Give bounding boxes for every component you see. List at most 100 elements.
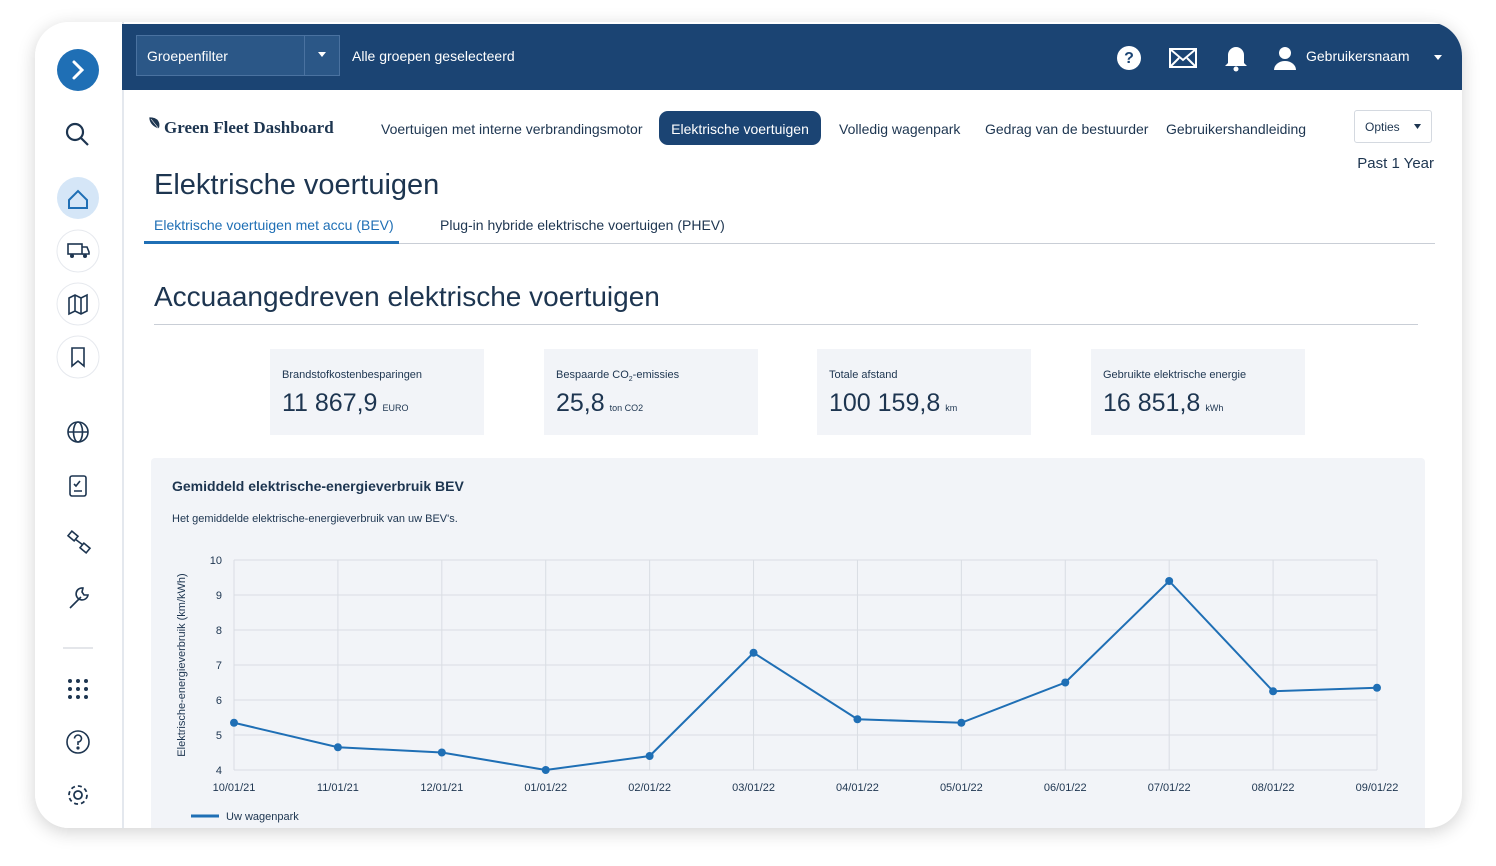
options-button[interactable]: Opties [1354,110,1432,143]
kpi-label-text: -emissies [632,369,680,381]
kpi-card: Brandstofkostenbesparingen 11 867,9 EURO [270,349,484,435]
kpi-unit: EURO [382,403,409,413]
series-line [233,579,1378,772]
dropdown-divider [304,36,305,75]
data-point [541,766,550,774]
section-title: Accuaangedreven elektrische voertuigen [154,281,660,312]
home-icon[interactable] [57,177,99,219]
settings-icon[interactable] [68,785,88,805]
data-point [437,748,446,757]
satellite-icon[interactable] [66,530,92,554]
search-icon[interactable] [65,122,89,146]
nav-item[interactable]: Volledig wagenpark [839,121,961,137]
nav-item[interactable]: Gedrag van de bestuurder [985,121,1149,137]
y-tick-label: 5 [216,730,222,742]
logo-leaf [148,116,160,130]
kpi-card: Bespaarde CO2-emissies 25,8 ton CO2 [544,349,758,435]
nav-item-label: Elektrische voertuigen [671,121,809,137]
logo: Green Fleet Dashboard [164,118,334,137]
x-tick-label: 04/01/22 [836,782,879,794]
data-point [749,648,758,657]
x-tick-label: 09/01/22 [1356,782,1399,794]
period: Past 1 Year [1357,155,1434,172]
sidebar-icons [56,49,100,805]
x-tick-label: 12/01/21 [420,782,463,794]
chart-card: Gemiddeld elektrische-energieverbruik BE… [151,458,1425,828]
dropdown-caret [318,52,326,57]
data-point [230,718,238,727]
x-tick-label: 06/01/22 [1044,782,1087,794]
x-tick-label: 05/01/22 [940,782,983,794]
user-icon[interactable] [1274,47,1296,70]
globe-icon[interactable] [67,421,89,443]
tabs-rule [144,243,1435,244]
kpi-value: 11 867,9 [282,389,378,417]
help-icon[interactable] [66,730,90,754]
kpi-unit: km [945,403,958,413]
notifications-button[interactable] [1225,47,1247,72]
kpi-value: 16 851,8 [1103,389,1201,417]
x-tick-label: 01/01/22 [524,782,567,794]
nav-item-active[interactable]: Elektrische voertuigen [659,111,821,145]
mail-button[interactable] [1169,48,1197,68]
kpi-label: Gebruikte elektrische energie [1103,369,1247,381]
kpi-unit: ton CO2 [609,403,644,413]
kpi-unit: kWh [1205,403,1224,413]
x-tick-label: 07/01/22 [1148,782,1191,794]
data-point [1165,577,1174,585]
y-tick-label: 10 [210,555,222,567]
y-axis-title: Elektrische-energieverbruik (km/kWh) [176,573,188,756]
legend-label: Uw wagenpark [226,811,299,823]
tab[interactable]: Plug-in hybride elektrische voertuigen (… [440,217,725,233]
app-frame: Groepenfilter Alle groepen geselecteerd … [35,22,1462,828]
x-tick-label: 02/01/22 [628,782,671,794]
section-rule [154,324,1418,325]
group-filter-label: Groepenfilter [147,48,228,64]
data-point [645,752,654,760]
tools-icon[interactable] [69,587,89,609]
nav-item[interactable]: Voertuigen met interne verbrandingsmotor [381,121,643,137]
data-point [333,743,342,752]
help-button[interactable]: ? [1117,46,1141,70]
data-point [1269,687,1278,696]
bookmark-icon[interactable] [56,335,100,379]
kpi-value-row: 100 159,8 km [829,391,957,416]
x-tick-label: 03/01/22 [732,782,775,794]
kpi-value-row: 25,8 ton CO2 [556,391,643,416]
kpi-value-row: 16 851,8 kWh [1103,391,1223,416]
svg-text:?: ? [1124,50,1134,67]
y-tick-label: 9 [216,590,222,602]
kpi-label-text: Bespaarde CO [556,369,629,381]
tab-active[interactable]: Elektrische voertuigen met accu (BEV) [154,217,394,233]
tab-underline [144,241,399,244]
vehicle-icon[interactable] [56,229,100,273]
top-icons: ? [1117,46,1296,72]
options-caret [1414,124,1421,129]
report-icon[interactable] [69,475,87,497]
chart: Gemiddeld elektrische-energieverbruik BE… [172,478,1399,823]
data-point [853,715,862,724]
options-label: Opties [1365,120,1400,134]
chart-title: Gemiddeld elektrische-energieverbruik BE… [172,478,464,494]
apps-icon[interactable] [68,679,88,699]
kpi-label: Totale afstand [829,369,898,381]
expand-button[interactable] [57,49,99,91]
map-icon[interactable] [56,282,100,326]
y-tick-label: 4 [216,765,222,777]
username[interactable]: Gebruikersnaam [1306,48,1410,64]
group-filter-dropdown[interactable]: Groepenfilter [136,35,340,76]
group-status: Alle groepen geselecteerd [352,48,515,64]
kpi-card: Gebruikte elektrische energie 16 851,8 kW… [1091,349,1305,435]
kpi-value-row: 11 867,9 EURO [282,391,408,416]
nav-item[interactable]: Gebruikershandleiding [1166,121,1307,137]
kpi-label-sub: 2 [628,376,633,384]
kpi-value: 100 159,8 [829,389,941,417]
user-caret[interactable] [1433,54,1443,62]
data-point [957,718,966,727]
x-tick-label: 11/01/21 [317,782,359,794]
kpi-label: Bespaarde CO2-emissies [556,369,680,384]
x-tick-label: 08/01/22 [1252,782,1295,794]
y-tick-label: 6 [216,695,222,707]
kpi-label: Brandstofkostenbesparingen [282,369,423,381]
